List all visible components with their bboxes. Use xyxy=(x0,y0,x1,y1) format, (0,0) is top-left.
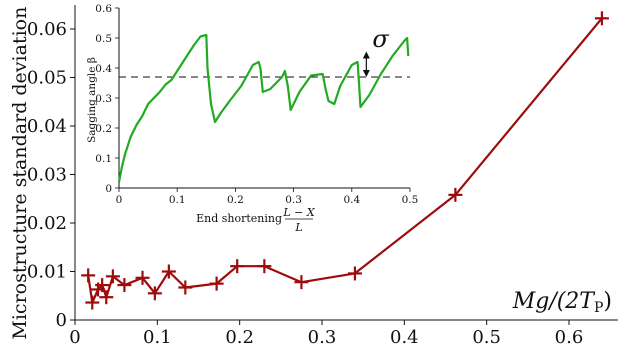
inset-background xyxy=(119,8,410,188)
main-data-point xyxy=(294,275,309,290)
main-data-point xyxy=(178,280,193,295)
main-y-label: Microstructure standard deviation σ xyxy=(6,0,32,340)
main-data-point xyxy=(209,276,224,291)
inset-x-tick-label: 0.1 xyxy=(169,194,186,206)
inset-series-line xyxy=(117,33,410,183)
main-data-point xyxy=(95,278,110,293)
inset-y-tick-label: 0.3 xyxy=(95,93,112,105)
sigma-label: σ xyxy=(372,25,389,53)
main-data-point xyxy=(257,259,272,274)
inset-y-tick-label: 0.6 xyxy=(95,3,112,15)
main-data-point xyxy=(230,259,245,274)
main-data-point xyxy=(147,286,162,301)
main-y-ticks: 0 0.01 0.02 0.03 0.04 0.05 0.06 xyxy=(27,19,75,331)
main-y-tick-label: 0.06 xyxy=(27,19,67,40)
inset-x-tick-label: 0 xyxy=(116,194,123,206)
main-y-tick-label: 0.04 xyxy=(27,116,67,137)
main-data-point xyxy=(135,270,150,285)
main-x-tick-label: 0.3 xyxy=(308,327,337,348)
inset-y-tick-label: 0.4 xyxy=(95,63,112,75)
main-data-point xyxy=(85,295,100,310)
inset-y-ticks: 0 0.1 0.2 0.3 0.4 0.5 0.6 xyxy=(95,3,119,195)
main-y-tick-label: 0.01 xyxy=(27,262,67,283)
main-x-label-text: Mg/(2T xyxy=(512,289,597,314)
main-y-label-symbol: σ xyxy=(6,0,32,1)
main-x-ticks: 0 0.1 0.2 0.3 0.4 0.5 0.6 xyxy=(69,320,583,348)
main-data-point xyxy=(448,187,463,202)
inset-y-tick-label: 0.1 xyxy=(95,153,112,165)
main-x-tick-label: 0.4 xyxy=(390,327,419,348)
inset-x-tick-label: 0.4 xyxy=(343,194,360,206)
main-data-point xyxy=(161,264,176,279)
main-x-tick-label: 0.5 xyxy=(472,327,501,348)
inset-x-tick-label: 0.2 xyxy=(227,194,244,206)
main-data-point xyxy=(594,11,609,26)
main-x-label-end: ) xyxy=(603,289,612,314)
inset-x-tick-label: 0.5 xyxy=(402,194,419,206)
main-x-label: Mg/(2TP) xyxy=(512,289,612,316)
main-y-tick-label: 0.02 xyxy=(27,213,67,234)
inset-x-ticks: 0 0.1 0.2 0.3 0.4 0.5 xyxy=(116,188,419,206)
main-chart: 0 0.1 0.2 0.3 0.4 0.5 0.6 0 0.01 0.02 0.03 0.04 0.0… xyxy=(6,0,618,348)
inset-chart: 0 0.1 0.2 0.3 0.4 0.5 0 0.1 0.2 0.3 0.4 0.5 0.6 Sag… xyxy=(86,3,418,234)
inset-y-tick-label: 0.2 xyxy=(95,123,112,135)
main-data-point xyxy=(117,278,132,293)
main-y-tick-label: 0.03 xyxy=(27,165,67,186)
inset-y-tick-label: 0.5 xyxy=(95,33,112,45)
main-x-tick-label: 0.6 xyxy=(555,327,584,348)
main-y-label-text: Microstructure standard deviation xyxy=(9,7,31,340)
main-data-point xyxy=(99,290,114,305)
inset-x-tick-label: 0.3 xyxy=(285,194,302,206)
main-x-tick-label: 0 xyxy=(69,327,80,348)
inset-y-label: Sagging angle β xyxy=(86,57,98,143)
main-data-point xyxy=(81,268,96,283)
inset-x-label-numerator: L − X xyxy=(282,206,316,219)
inset-x-label-denominator: L xyxy=(294,221,302,234)
main-x-tick-label: 0.1 xyxy=(143,327,172,348)
main-data-point xyxy=(347,266,362,281)
sigma-arrow-head-bottom xyxy=(362,70,370,77)
main-x-label-subscript: P xyxy=(594,300,603,316)
main-y-tick-label: 0.05 xyxy=(27,68,67,89)
inset-y-tick-label: 0 xyxy=(105,183,112,195)
inset-x-label: End shortening L − X L xyxy=(196,206,316,234)
inset-x-label-text: End shortening xyxy=(196,212,282,225)
sigma-annotation: σ xyxy=(362,25,389,77)
main-series-markers xyxy=(81,11,609,310)
main-y-tick-label: 0 xyxy=(56,310,67,331)
main-data-point xyxy=(105,269,120,284)
sigma-arrow-head-top xyxy=(362,51,370,59)
main-x-tick-label: 0.2 xyxy=(225,327,254,348)
